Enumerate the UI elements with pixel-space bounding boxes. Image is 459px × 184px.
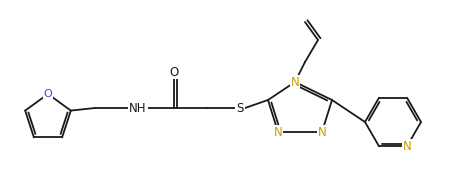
Text: N: N xyxy=(291,75,299,89)
Text: S: S xyxy=(236,102,244,114)
Text: O: O xyxy=(169,66,179,79)
Text: N: N xyxy=(318,125,326,139)
Text: O: O xyxy=(44,89,52,99)
Text: N: N xyxy=(403,140,411,153)
Text: NH: NH xyxy=(129,102,147,114)
Text: N: N xyxy=(274,125,282,139)
